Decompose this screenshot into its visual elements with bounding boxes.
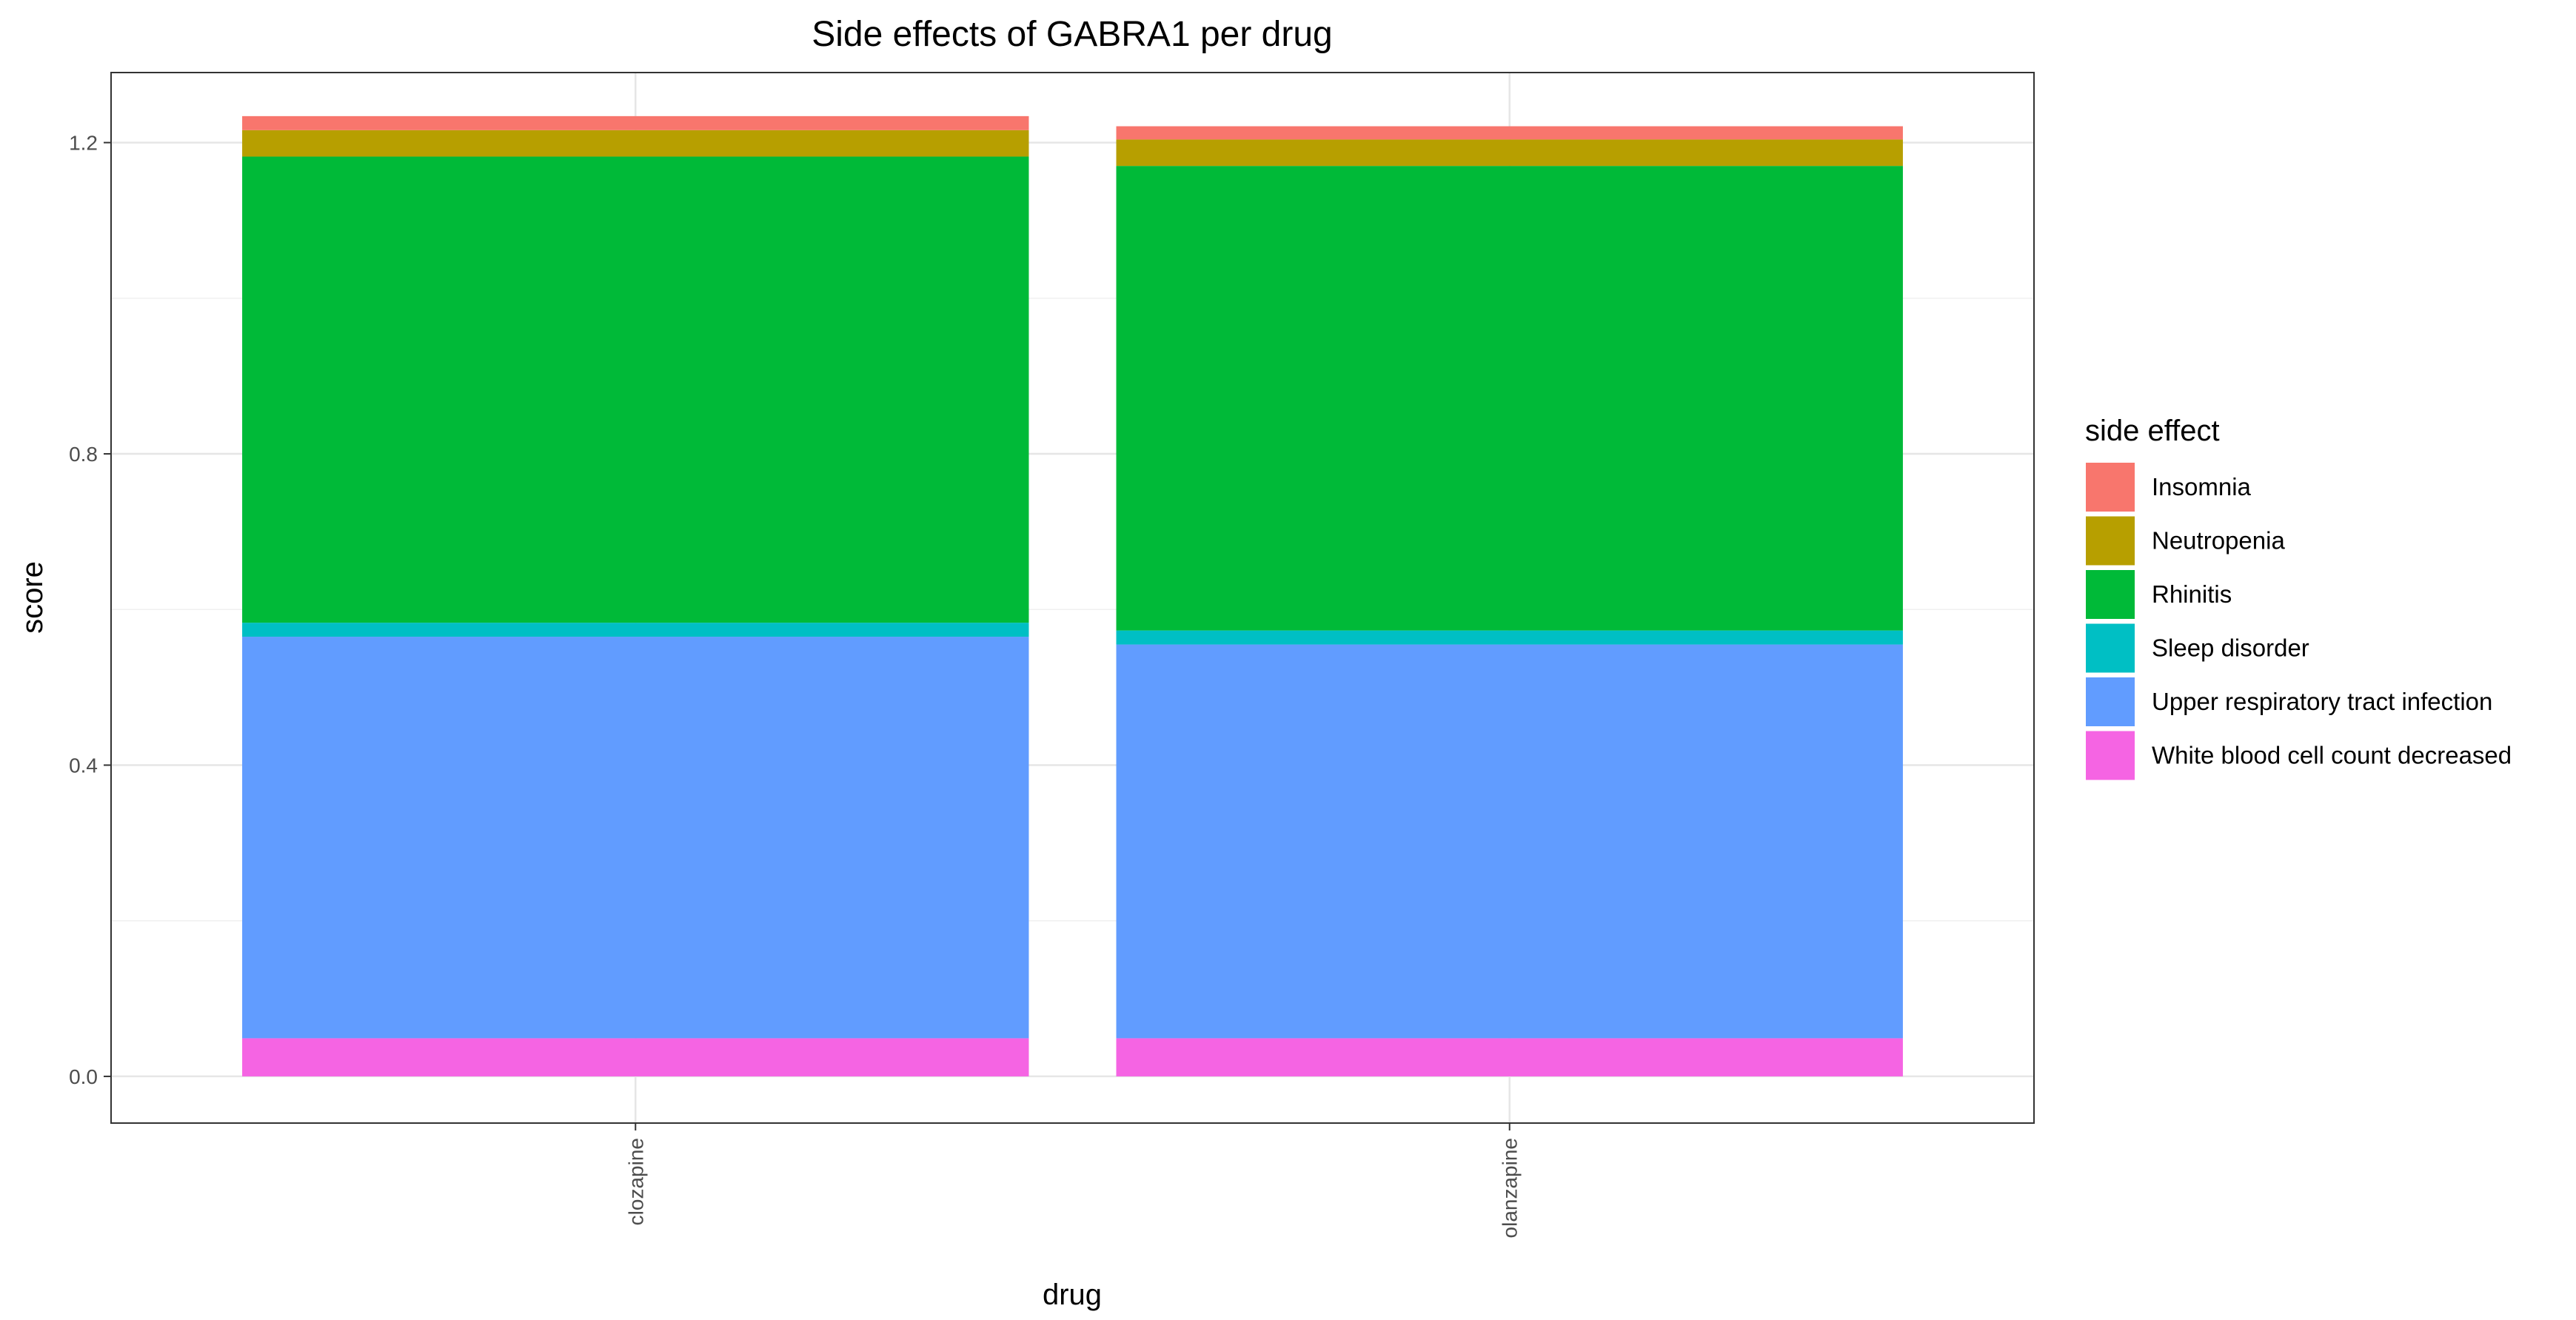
plot-panel-border: [110, 72, 2035, 1124]
bars: [242, 115, 1903, 1076]
legend-label: Rhinitis: [2152, 580, 2232, 608]
bar-segment: [242, 115, 1029, 130]
legend-key: [2084, 461, 2136, 513]
bar-segment: [242, 637, 1029, 1039]
chart-title: Side effects of GABRA1 per drug: [812, 15, 1333, 54]
bar-segment: [242, 130, 1029, 157]
legend-label: Insomnia: [2152, 473, 2252, 500]
legend-label: Neutropenia: [2152, 527, 2285, 555]
legend-key: [2084, 569, 2136, 620]
bar-segment: [1116, 1038, 1903, 1076]
legend-label: Upper respiratory tract infection: [2152, 688, 2492, 715]
bar-segment: [1116, 139, 1903, 167]
legend-key: [2084, 729, 2136, 782]
y-tick-label: 1.2: [69, 132, 98, 155]
y-tick-label: 0.4: [69, 754, 98, 777]
bar-segment: [242, 156, 1029, 623]
bar-segment: [242, 623, 1029, 637]
legend: side effect Insomnia Neutropenia Rhinitis S…: [2084, 415, 2512, 782]
bar-segment: [1116, 630, 1903, 645]
legend-key: [2084, 676, 2136, 728]
legend-label: White blood cell count decreased: [2152, 742, 2512, 769]
bar-segment: [1116, 166, 1903, 631]
x-tick-label: olanzapine: [1499, 1138, 1522, 1238]
x-tick-label: clozapine: [624, 1138, 647, 1225]
x-axis-title: drug: [1043, 1279, 1102, 1311]
legend-label: Sleep disorder: [2152, 634, 2309, 662]
y-tick-label: 0.8: [69, 443, 98, 466]
y-axis: 0.0 0.4 0.8 1.2: [69, 132, 111, 1088]
legend-title: side effect: [2085, 415, 2220, 447]
y-axis-title: score: [16, 561, 49, 634]
legend-key: [2084, 622, 2136, 674]
legend-key: [2084, 515, 2136, 567]
bar-segment: [242, 1038, 1029, 1076]
x-axis: clozapine olanzapine: [624, 1123, 1522, 1238]
bar-segment: [1116, 126, 1903, 140]
y-tick-label: 0.0: [69, 1065, 98, 1088]
bar-segment: [1116, 644, 1903, 1039]
